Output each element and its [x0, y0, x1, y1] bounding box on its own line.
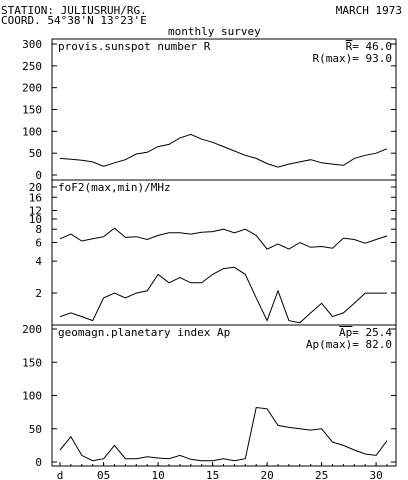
x-tick-label: 30 [369, 469, 382, 480]
y-tick-label: 0 [35, 169, 42, 182]
y-tick-label: 8 [35, 223, 42, 236]
x-tick-label: 15 [206, 469, 219, 480]
x-tick-label: 10 [151, 469, 164, 480]
stat-mean: Ap= 25.4 [339, 326, 392, 339]
y-tick-label: 0 [35, 456, 42, 469]
stat-max: R(max)= 93.0 [313, 52, 392, 65]
y-tick-label: 10 [29, 213, 42, 226]
y-tick-label: 100 [22, 125, 42, 138]
y-tick-label: 20 [29, 181, 42, 194]
series-line-foF2-0 [59, 227, 388, 250]
date-label: MARCH 1973 [335, 4, 402, 17]
y-tick-label: 150 [22, 356, 42, 369]
y-tick-label: 150 [22, 104, 42, 117]
x-tick-label: 20 [260, 469, 273, 480]
series-line-ap-0 [59, 406, 388, 462]
y-tick-label: 100 [22, 390, 42, 403]
stat-max: Ap(max)= 82.0 [306, 338, 392, 351]
x-tick-label: 25 [315, 469, 328, 480]
y-tick-label: 300 [22, 38, 42, 51]
y-tick-label: 2 [35, 287, 42, 300]
panel-title: provis.sunspot number R [58, 40, 211, 53]
series-line-sunspot-0 [59, 133, 388, 168]
series-line-foF2-1 [59, 266, 387, 324]
x-tick-label: d [57, 469, 64, 480]
y-tick-label: 200 [22, 82, 42, 95]
y-tick-label: 50 [29, 147, 42, 160]
panel-frame [51, 179, 397, 326]
y-tick-label: 16 [29, 191, 42, 204]
y-tick-label: 6 [35, 236, 42, 249]
panel-title: foF2(max,min)/MHz [58, 181, 171, 194]
x-tick-label: 05 [97, 469, 110, 480]
y-tick-label: 250 [22, 60, 42, 73]
y-tick-label: 4 [35, 255, 42, 268]
station-label: STATION: JULIUSRUH/RG. [1, 4, 147, 17]
y-tick-label: 12 [29, 205, 42, 218]
y-tick-label: 200 [22, 323, 42, 336]
y-tick-label: 50 [29, 423, 42, 436]
panel-title: geomagn.planetary index Ap [58, 326, 230, 339]
coord-label: COORD. 54°38'N 13°23'E [1, 14, 147, 27]
stat-mean: R= 46.0 [346, 40, 392, 53]
survey-label: monthly survey [168, 25, 261, 38]
